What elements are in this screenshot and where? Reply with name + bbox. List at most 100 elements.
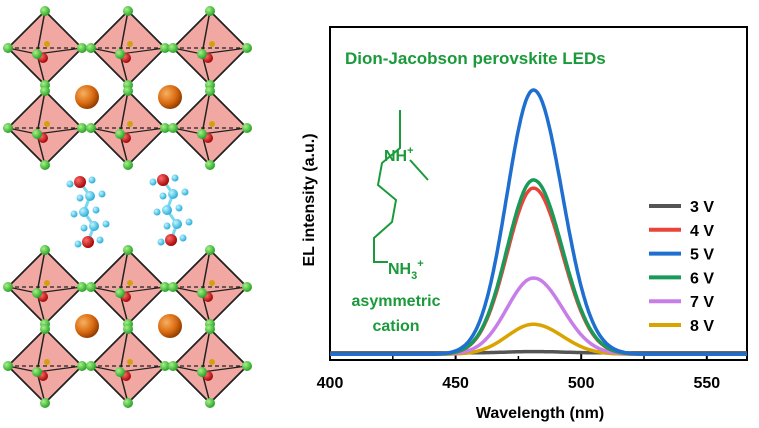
legend-label: 5 V (690, 247, 714, 264)
halide-atom (32, 129, 42, 139)
halide-atom (160, 43, 170, 53)
hydrogen-atom (98, 190, 106, 198)
nitrogen-atom (165, 234, 177, 246)
metal-atom (127, 359, 133, 365)
cation-sphere (158, 314, 182, 338)
halide-atom (205, 324, 215, 334)
halide-atom (123, 160, 133, 170)
octahedron (168, 324, 252, 408)
halide-atom (77, 282, 87, 292)
legend-label: 7 V (690, 294, 714, 311)
octahedron-edge (36, 47, 83, 55)
series-line-5v (329, 88, 748, 357)
metal-atom (44, 121, 50, 127)
hydrogen-atom (149, 178, 157, 186)
octahedron (3, 6, 87, 90)
halide-atom (3, 361, 13, 371)
hydrogen-atom (96, 236, 104, 244)
hydrogen-atom (102, 220, 110, 228)
octahedron-edge (36, 365, 83, 373)
halide-atom (205, 398, 215, 408)
x-tick-label: 500 (568, 375, 595, 392)
el-spectrum-chart: Dion-Jacobson perovskite LEDs 400 450 500 5… (301, 26, 748, 422)
halide-atom (197, 49, 207, 59)
legend-label: 8 V (690, 318, 714, 335)
cation-caption-line-2: cation (372, 318, 419, 335)
carbon-atom (79, 207, 89, 217)
halide-atom (242, 123, 252, 133)
hydrogen-atom (88, 176, 96, 184)
organic-cation-chain (149, 174, 193, 246)
octahedron (86, 6, 170, 90)
hydrogen-atom (179, 234, 187, 242)
halide-atom (32, 367, 42, 377)
hydrogen-atom (80, 224, 88, 232)
chart-title: Dion-Jacobson perovskite LEDs (345, 49, 606, 68)
halide-atom (40, 398, 50, 408)
octahedron (168, 245, 252, 329)
crystal-structure-illustration (3, 6, 252, 408)
x-tick-label: 550 (693, 375, 720, 392)
halide-atom (77, 123, 87, 133)
octahedron-edge (119, 47, 166, 55)
halide-atom (168, 361, 178, 371)
halide-atom (32, 49, 42, 59)
halide-atom (197, 367, 207, 377)
halide-atom (86, 361, 96, 371)
halide-atom (86, 123, 96, 133)
carbon-atom (89, 221, 99, 231)
molecule-nh-label: NH+ (384, 145, 414, 165)
hydrogen-atom (66, 180, 74, 188)
nitrogen-atom (82, 236, 94, 248)
octahedron (3, 245, 87, 329)
hydrogen-atom (92, 206, 100, 214)
halide-atom (86, 43, 96, 53)
metal-atom (127, 121, 133, 127)
octahedron-edge (36, 286, 83, 294)
octahedron (168, 86, 252, 170)
octahedron (168, 6, 252, 90)
molecule-skeleton (373, 110, 401, 263)
organic-cation-chain (66, 176, 110, 248)
cation-caption-line-1: asymmetric (352, 293, 441, 310)
cation-molecule-drawing (373, 110, 429, 263)
carbon-atom (85, 191, 95, 201)
halide-atom (242, 282, 252, 292)
cation-sphere (158, 85, 182, 109)
y-axis-label: EL intensity (a.u.) (301, 133, 318, 266)
halide-atom (160, 123, 170, 133)
hydrogen-atom (153, 208, 161, 216)
octahedron (3, 86, 87, 170)
metal-atom (44, 280, 50, 286)
halide-atom (77, 43, 87, 53)
halide-atom (115, 288, 125, 298)
halide-atom (197, 288, 207, 298)
octahedron-edge (201, 365, 248, 373)
octahedron-edge (201, 286, 248, 294)
halide-atom (3, 43, 13, 53)
halide-atom (205, 160, 215, 170)
halide-atom (168, 43, 178, 53)
halide-atom (115, 129, 125, 139)
halide-atom (3, 282, 13, 292)
halide-atom (40, 6, 50, 16)
hydrogen-atom (74, 240, 82, 248)
x-axis-label: Wavelength (nm) (476, 405, 604, 422)
metal-atom (127, 41, 133, 47)
octahedron-edge (119, 286, 166, 294)
series-line-7v (329, 276, 748, 357)
hydrogen-atom (76, 194, 84, 202)
halide-atom (123, 245, 133, 255)
hydrogen-atom (185, 218, 193, 226)
halide-atom (40, 86, 50, 96)
halide-atom (115, 367, 125, 377)
octahedron-edge (119, 127, 166, 135)
plot-frame (329, 26, 748, 361)
halide-atom (123, 6, 133, 16)
hydrogen-atom (159, 192, 167, 200)
halide-atom (40, 245, 50, 255)
halide-atom (40, 324, 50, 334)
octahedron (86, 86, 170, 170)
legend-label: 3 V (690, 199, 714, 216)
